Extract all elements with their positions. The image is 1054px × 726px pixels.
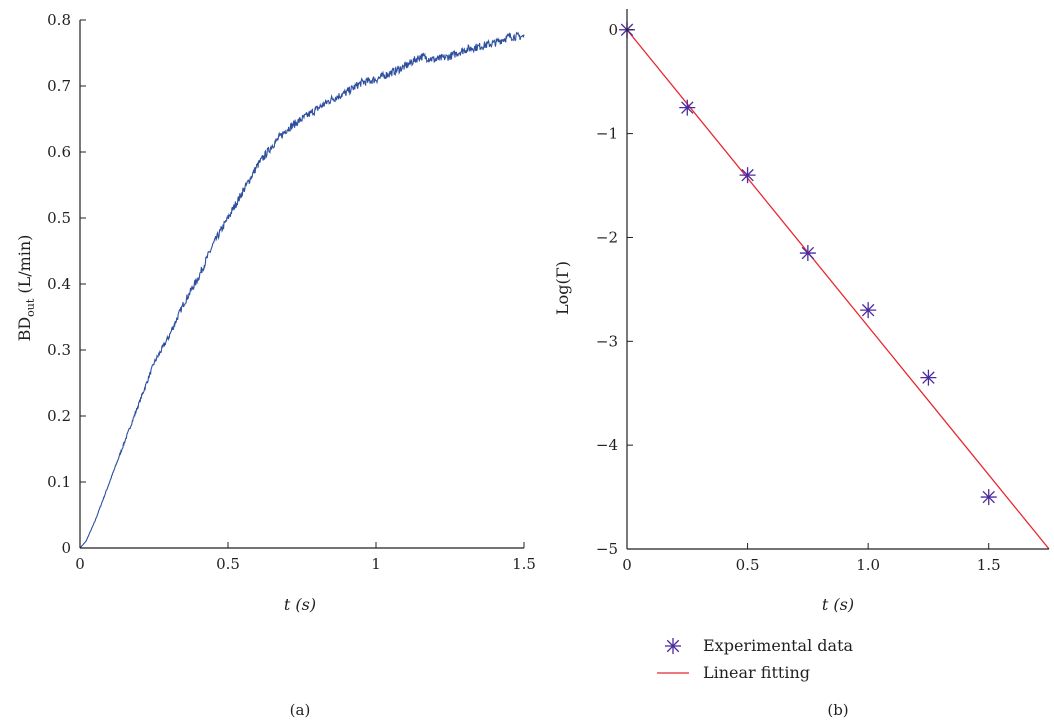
panel-0-y-tick-label: 0 — [61, 539, 71, 557]
panel-0-y-tick-label: 0.4 — [47, 275, 71, 293]
panel-a-y-axis-title-main: BD — [15, 317, 34, 342]
panel-b-x-axis-title: t (s) — [822, 595, 854, 614]
panel-0-y-tick-label: 0.3 — [47, 341, 71, 359]
panel-b-data-point — [860, 302, 877, 319]
panel-b-data-point — [980, 489, 997, 506]
panel-1-y-tick-label: −4 — [596, 436, 618, 454]
panel-a-axes: 0 0.5 1 1.5 0 0.1 0.2 0.3 0.4 0.5 0.6 0.7 0.8 — [47, 11, 536, 573]
panel-b-y-axis-title: Log(Γ) — [553, 261, 572, 315]
panel-0-x-tick-label: 0 — [75, 555, 85, 573]
panel-a-x-axis-title: t (s) — [284, 595, 316, 614]
legend-label-experimental: Experimental data — [703, 636, 854, 655]
panel-0-y-tick-label: 0.8 — [47, 11, 71, 29]
panel-b-data-point — [799, 245, 816, 262]
panel-1-y-tick-label: −2 — [596, 228, 618, 246]
panel-0-x-tick-label: 1 — [371, 555, 381, 573]
panel-0-y-tick-label: 0.5 — [47, 209, 71, 227]
panel-b-axes: 0 0.5 1.0 1.5 −5 −4 −3 −2 −1 0 — [596, 9, 1049, 574]
panel-0-y-tick-label: 0.2 — [47, 407, 71, 425]
panel-b-label: (b) — [827, 701, 848, 719]
panel-a-y-axis-title-unit: (L/min) — [15, 235, 34, 294]
panel-1-x-tick-label: 0 — [622, 556, 632, 574]
panel-a-y-axis-title-sub: out — [24, 298, 37, 317]
panel-1-y-tick-label: −1 — [596, 125, 618, 143]
panel-a-data-layer — [79, 31, 525, 549]
panel-b-data-point — [679, 99, 696, 116]
panel-b-data-layer — [619, 21, 1050, 550]
panel-0-y-tick-label: 0.1 — [47, 473, 71, 491]
panel-0-x-tick-label: 0.5 — [216, 555, 240, 573]
panel-a: 0 0.5 1 1.500.10.20.30.40.50.60.70.8 t (s) … — [15, 11, 536, 719]
legend-label-fit: Linear fitting — [703, 663, 810, 682]
panel-0-x-tick-label: 1.5 — [512, 555, 536, 573]
panel-0-y-tick-label: 0.6 — [47, 143, 71, 161]
panel-b-fit-line — [626, 29, 1050, 550]
panel-1-y-tick-label: −5 — [596, 540, 618, 558]
panel-b-legend: Experimental data Linear fitting — [657, 636, 854, 682]
legend-marker-experimental — [665, 638, 681, 654]
panel-1-x-tick-label: 0.5 — [736, 556, 760, 574]
panel-a-label: (a) — [290, 701, 311, 719]
panel-b-data-point — [920, 369, 937, 386]
panel-1-x-tick-label: 1.5 — [977, 556, 1001, 574]
panel-a-y-axis-title: BDout (L/min) — [15, 235, 37, 342]
panel-1-y-tick-label: −3 — [596, 332, 618, 350]
panel-a-series-line — [79, 31, 525, 549]
panel-b-data-point — [739, 167, 756, 184]
panel-1-x-tick-label: 1.0 — [856, 556, 880, 574]
panel-1-y-tick-label: 0 — [608, 21, 618, 39]
panel-b: 0 0.5 1.0 1.5 −5 −4 −3 −2 −1 0 t (s) Log(Γ) Exper… — [553, 9, 1050, 719]
panel-0-y-tick-label: 0.7 — [47, 77, 71, 95]
